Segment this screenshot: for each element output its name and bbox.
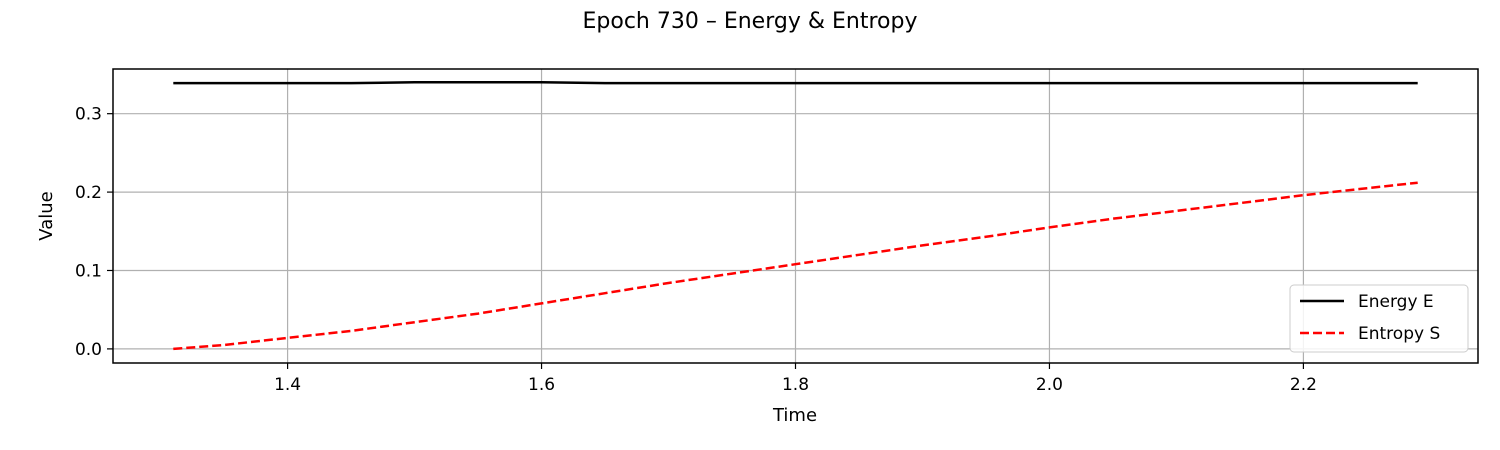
x-tick-label: 1.4 — [274, 375, 301, 395]
y-tick-label: 0.2 — [75, 183, 102, 203]
chart-title: Epoch 730 – Energy & Entropy — [583, 9, 918, 34]
x-axis-label: Time — [772, 405, 817, 426]
y-tick-label: 0.1 — [75, 261, 102, 281]
y-tick-label: 0.3 — [75, 105, 102, 125]
legend-label-energy: Energy E — [1358, 292, 1434, 312]
legend-label-entropy: Entropy S — [1358, 324, 1440, 344]
x-tick-label: 1.6 — [528, 375, 555, 395]
y-axis-label: Value — [36, 191, 57, 240]
y-axis: 0.0 0.1 0.2 0.3 — [75, 105, 113, 360]
y-tick-label: 0.0 — [75, 340, 102, 360]
x-tick-label: 2.2 — [1290, 375, 1317, 395]
grid — [113, 69, 1478, 363]
series-line-entropy — [173, 181, 1418, 351]
series-layer — [173, 81, 1418, 351]
series-line-energy — [173, 81, 1418, 85]
x-axis: 1.4 1.6 1.8 2.0 2.2 — [274, 363, 1317, 395]
legend: Energy E Entropy S — [1289, 284, 1469, 353]
x-tick-label: 2.0 — [1036, 375, 1063, 395]
x-tick-label: 1.8 — [782, 375, 809, 395]
